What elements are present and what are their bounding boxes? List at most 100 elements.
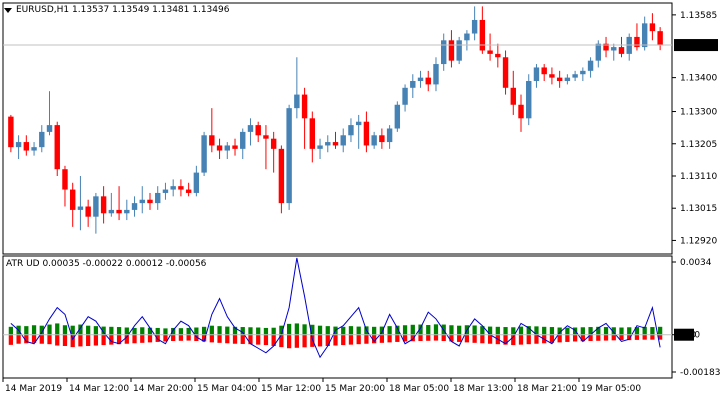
candle-body <box>549 74 555 78</box>
atr-up-bar <box>650 327 655 335</box>
atr-down-bar <box>511 334 516 346</box>
atr-down-bar <box>627 334 632 341</box>
candle-body <box>572 74 578 78</box>
atr-up-bar <box>603 327 609 335</box>
atr-up-bar <box>248 327 253 335</box>
atr-up-bar <box>147 327 153 335</box>
atr-down-bar <box>603 334 609 341</box>
atr-up-bar <box>240 327 245 335</box>
atr-down-bar <box>534 334 539 344</box>
atr-down-bar <box>132 334 137 344</box>
atr-up-bar <box>310 324 315 335</box>
atr-down-bar <box>418 334 423 342</box>
time-tick-label: 15 Mar 20:00 <box>325 384 385 394</box>
time-tick-label: 18 Mar 05:00 <box>389 384 449 394</box>
price-tick-label: 1.12920 <box>680 236 717 246</box>
atr-down-bar <box>557 334 562 343</box>
candle-body <box>580 70 586 75</box>
candle-body <box>170 186 176 190</box>
atr-down-bar <box>147 334 153 343</box>
atr-up-bar <box>472 325 477 335</box>
candle-body <box>355 121 362 126</box>
candle-body <box>185 189 192 193</box>
atr-down-bar <box>596 334 601 341</box>
candle-body <box>394 104 401 129</box>
atr-up-bar <box>341 326 346 335</box>
atr-up-bar <box>379 326 385 335</box>
candle-body <box>595 43 602 61</box>
atr-up-bar <box>410 324 415 335</box>
candle-body <box>201 135 207 173</box>
atr-down-bar <box>356 334 361 345</box>
atr-up-bar <box>178 328 184 335</box>
atr-down-bar <box>62 334 68 346</box>
candle-body <box>410 81 416 88</box>
atr-down-bar <box>518 334 524 345</box>
candle-body <box>348 125 354 136</box>
atr-down-bar <box>549 334 555 343</box>
candle-body <box>54 125 60 170</box>
candle-body <box>85 206 91 217</box>
candle-body <box>209 135 215 146</box>
atr-up-bar <box>503 327 508 335</box>
atr-up-bar <box>271 327 276 335</box>
atr-up-bar <box>611 327 616 335</box>
candle-body <box>162 189 169 193</box>
atr-down-bar <box>364 334 369 344</box>
candle-body <box>340 135 346 146</box>
atr-up-bar <box>588 327 593 335</box>
candle-body <box>23 142 30 151</box>
atr-down-bar <box>31 334 37 343</box>
atr-down-bar <box>464 334 470 343</box>
atr-down-bar <box>55 334 60 346</box>
atr-down-bar <box>294 334 299 348</box>
atr-up-bar <box>658 326 663 335</box>
atr-down-bar <box>8 334 13 345</box>
atr-down-bar <box>426 334 431 341</box>
candle-body <box>131 203 138 210</box>
atr-down-bar <box>109 334 114 345</box>
atr-signal-line <box>10 257 661 359</box>
candle-body <box>8 116 14 148</box>
atr-down-bar <box>201 334 207 342</box>
atr-down-bar <box>225 334 230 344</box>
atr-up-bar <box>457 325 462 335</box>
candle-body <box>232 145 238 149</box>
atr-down-bar <box>348 334 354 345</box>
candle-body <box>495 53 501 58</box>
candle-body <box>263 135 269 139</box>
symbol-menu-icon[interactable] <box>4 8 12 13</box>
candle-body <box>564 77 571 82</box>
atr-down-bar <box>155 334 160 342</box>
candle-body <box>433 64 439 85</box>
atr-up-bar <box>487 326 493 335</box>
candle-body <box>309 118 316 149</box>
atr-up-bar <box>534 326 539 335</box>
atr-up-bar <box>433 324 439 335</box>
atr-up-bar <box>348 326 354 335</box>
candle-body <box>278 148 285 204</box>
atr-down-bar <box>186 334 191 341</box>
atr-up-bar <box>495 326 500 335</box>
indicator-title: ATR UD 0.00035 -0.00022 0.00012 -0.00056 <box>6 259 207 269</box>
chart-frame <box>2 2 673 379</box>
candle-body <box>147 199 153 204</box>
price-tick-label: 1.13400 <box>680 74 717 84</box>
atr-down-bar <box>178 334 184 341</box>
atr-down-bar <box>658 334 663 340</box>
atr-down-bar <box>480 334 485 344</box>
atr-down-bar <box>634 334 640 340</box>
candle-body <box>441 40 447 65</box>
candle-body <box>464 33 470 41</box>
candle-body <box>479 19 486 51</box>
candle-body <box>270 138 277 149</box>
atr-down-bar <box>194 334 199 342</box>
atr-down-bar <box>650 334 655 340</box>
price-tick-label: 1.13110 <box>680 172 717 182</box>
indicator-tick-label: -0.00183 <box>680 368 720 378</box>
atr-up-bar <box>395 325 400 335</box>
candle-body <box>286 108 292 204</box>
atr-up-bar <box>155 327 160 335</box>
